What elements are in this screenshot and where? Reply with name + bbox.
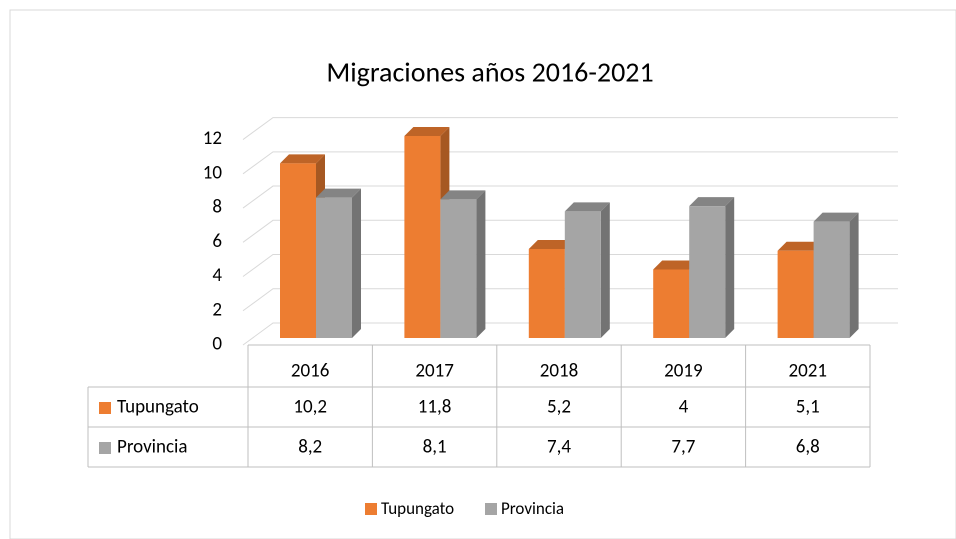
bar-top <box>564 202 610 212</box>
table-cell: 8,1 <box>423 436 447 459</box>
y-tick-label: 6 <box>212 230 222 253</box>
y-tick-label: 4 <box>212 264 222 287</box>
bar-front <box>280 163 316 338</box>
y-tick-label: 10 <box>203 161 223 184</box>
table-cell: 7,7 <box>671 436 695 459</box>
legend-key <box>365 503 377 515</box>
bar-front <box>564 211 601 338</box>
table-row-label: Tupungato <box>117 396 199 419</box>
y-tick-label: 2 <box>212 298 222 321</box>
bar-top <box>653 260 699 270</box>
bar <box>813 212 859 338</box>
bar-top <box>404 127 450 136</box>
legend-label: Provincia <box>501 498 564 519</box>
bar-front <box>813 221 850 338</box>
bar-side <box>600 202 610 338</box>
x-tick-label: 2017 <box>415 360 454 383</box>
grid-line <box>242 151 898 175</box>
bar-top <box>813 212 859 222</box>
bar-top <box>528 239 574 249</box>
legend-key <box>485 503 497 515</box>
bar-front <box>440 199 477 338</box>
table-cell: 8,2 <box>298 436 322 459</box>
table-key <box>99 442 111 454</box>
bar <box>440 190 486 338</box>
bar-front <box>777 250 814 338</box>
table-cell: 7,4 <box>547 436 571 459</box>
x-tick-label: 2021 <box>789 360 828 383</box>
bar <box>316 188 361 338</box>
y-tick-label: 12 <box>203 127 222 150</box>
bar-top <box>777 241 823 251</box>
bar-side <box>849 212 859 338</box>
table-cell: 10,2 <box>293 396 327 419</box>
table-cell: 5,2 <box>547 396 571 419</box>
y-tick-label: 8 <box>212 196 222 219</box>
table-cell: 5,1 <box>796 396 820 419</box>
bar <box>404 127 450 338</box>
bar-front <box>689 206 726 338</box>
legend-label: Tupungato <box>381 498 454 519</box>
bar-top <box>280 154 325 164</box>
x-tick-label: 2018 <box>540 360 579 383</box>
table-cell: 6,8 <box>796 436 820 459</box>
bar-front <box>528 248 565 338</box>
bar-top <box>316 188 361 198</box>
bar <box>564 202 610 338</box>
table-key <box>99 402 111 414</box>
table-cell: 4 <box>679 396 689 419</box>
table-cell: 11,8 <box>418 396 452 419</box>
bar-top <box>689 197 735 207</box>
grid-line <box>242 185 898 209</box>
x-tick-label: 2019 <box>664 360 703 383</box>
bar-side <box>352 188 361 338</box>
x-tick-label: 2016 <box>291 360 330 383</box>
table-row-label: Provincia <box>117 436 188 459</box>
bar-top <box>440 190 486 200</box>
bar-side <box>725 197 735 338</box>
bar-side <box>476 190 486 338</box>
bar-front <box>653 269 690 338</box>
grid-line <box>242 117 898 140</box>
bar-front <box>404 136 441 338</box>
bar <box>689 197 735 338</box>
chart-title: Migraciones años 2016-2021 <box>326 55 653 90</box>
y-tick-label: 0 <box>212 333 222 356</box>
bar-front <box>316 197 352 338</box>
